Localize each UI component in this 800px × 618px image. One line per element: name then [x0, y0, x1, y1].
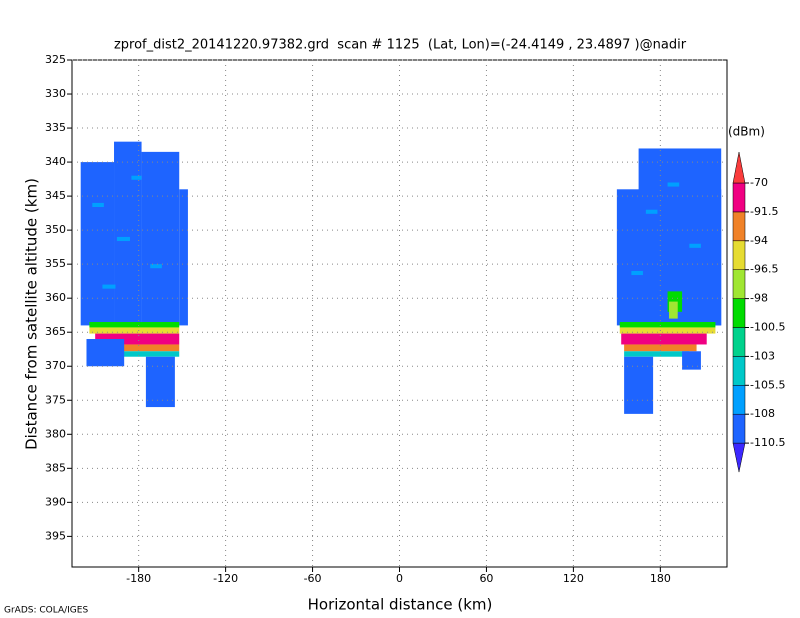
colorbar-segment [732, 151, 746, 184]
y-tick-label: 335 [45, 121, 66, 134]
cell [109, 351, 180, 357]
y-tick-label: 370 [45, 359, 66, 372]
cell [80, 162, 115, 326]
colorbar-label: -96.5 [750, 263, 778, 276]
cell [102, 344, 180, 352]
colorbar-segment [732, 269, 746, 299]
x-axis-label: Horizontal distance (km) [308, 596, 493, 614]
colorbar-label: -108 [750, 407, 775, 420]
colorbar-label: -70 [750, 176, 768, 189]
colorbar-label: -98 [750, 292, 768, 305]
x-tick-label: -180 [126, 572, 151, 585]
cell [645, 209, 658, 214]
cell [619, 322, 716, 328]
colorbar-segment [732, 182, 746, 213]
colorbar-label: -91.5 [750, 205, 778, 218]
y-axis-label: Distance from satellite altitude (km) [23, 178, 41, 450]
cell [89, 322, 180, 328]
colorbar-segment [732, 240, 746, 270]
x-tick-label: -60 [304, 572, 322, 585]
y-tick-label: 365 [45, 325, 66, 338]
colorbar-label: -94 [750, 234, 768, 247]
x-tick-label: -120 [213, 572, 238, 585]
y-tick-label: 340 [45, 155, 66, 168]
colorbar-label: -105.5 [750, 378, 785, 391]
colorbar-segment [732, 298, 746, 328]
colorbar-segment [732, 413, 746, 444]
y-tick-label: 375 [45, 393, 66, 406]
y-tick-label: 380 [45, 427, 66, 440]
y-tick-label: 355 [45, 257, 66, 270]
cell [689, 243, 701, 248]
cell [179, 189, 188, 326]
x-tick-label: 0 [396, 572, 403, 585]
cell [621, 333, 707, 345]
cell [624, 351, 690, 357]
colorbar-segment [732, 385, 746, 415]
y-tick-label: 395 [45, 529, 66, 542]
cell [682, 351, 701, 370]
x-tick-label: 120 [563, 572, 584, 585]
y-tick-label: 390 [45, 495, 66, 508]
x-tick-label: 60 [479, 572, 493, 585]
cell [667, 182, 680, 187]
y-tick-label: 325 [45, 53, 66, 66]
cell [631, 270, 643, 276]
cell [150, 264, 162, 269]
cell [114, 141, 142, 326]
cell [131, 175, 142, 180]
colorbar-segment [732, 356, 746, 386]
y-tick-label: 350 [45, 223, 66, 236]
cell [624, 356, 654, 414]
y-tick-label: 360 [45, 291, 66, 304]
colorbar-label: -110.5 [750, 436, 785, 449]
chart-title: zprof_dist2_20141220.97382.grd scan # 11… [114, 38, 687, 53]
cell [95, 333, 180, 345]
cell [619, 327, 716, 334]
colorbar-segment [732, 211, 746, 242]
cell [145, 356, 175, 408]
colorbar-label: -103 [750, 349, 775, 362]
footer: GrADS: COLA/IGES [4, 606, 88, 616]
cell [102, 284, 116, 289]
y-tick-label: 330 [45, 87, 66, 100]
y-tick-label: 385 [45, 461, 66, 474]
colorbar-label: -100.5 [750, 321, 785, 334]
cell [669, 301, 678, 319]
x-tick-label: 180 [650, 572, 671, 585]
cell [86, 339, 125, 367]
y-tick-label: 345 [45, 189, 66, 202]
plot-area [80, 141, 722, 414]
cell [624, 344, 697, 352]
colorbar-segment [732, 327, 746, 357]
cell [141, 151, 180, 326]
colorbar: -110.5 -108 -105.5 -103 -100.5 -98 -96.5 -94 -91… [732, 151, 785, 473]
colorbar-title: (dBm) [728, 125, 765, 139]
cell [116, 236, 130, 242]
cell [92, 202, 104, 207]
cell [89, 327, 180, 334]
